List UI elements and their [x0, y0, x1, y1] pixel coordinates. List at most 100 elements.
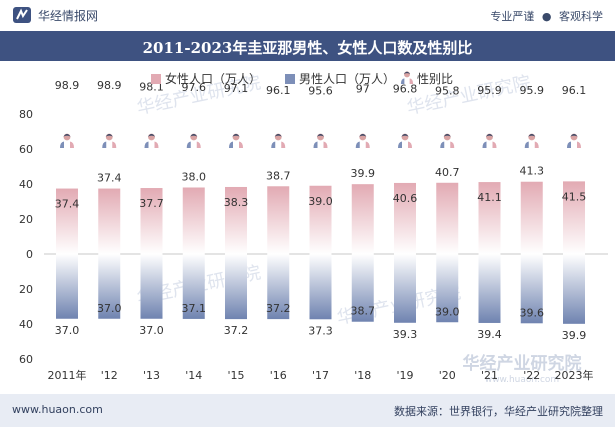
male-bar	[394, 254, 416, 323]
x-tick-label: '22	[523, 369, 540, 382]
male-value-label: 37.0	[97, 302, 122, 315]
footer-source: 数据来源：世界银行，华经产业研究院整理	[394, 405, 603, 418]
female-bar	[98, 188, 121, 254]
male-value-label: 37.0	[139, 324, 164, 337]
male-bar	[563, 254, 585, 324]
footer-website[interactable]: www.huaon.com	[12, 403, 103, 416]
sex-ratio-person-icon	[355, 133, 370, 148]
y-tick-label: 20	[19, 213, 33, 226]
female-value-label: 39.0	[308, 195, 333, 208]
female-bar	[267, 186, 290, 254]
x-tick-label: '17	[312, 369, 329, 382]
female-bar	[56, 188, 78, 254]
x-tick-label: '18	[354, 369, 371, 382]
bars-group	[56, 181, 585, 324]
male-value-label: 39.0	[435, 305, 460, 318]
male-bar	[309, 254, 332, 320]
sex-ratio-person-icon	[524, 133, 539, 148]
sex-ratio-person-icon	[186, 133, 201, 148]
legend-label-male: 男性人口（万人）	[299, 72, 395, 86]
legend: 女性人口（万人） 男性人口（万人） 性别比	[151, 71, 453, 86]
female-bar	[520, 181, 543, 254]
ratio-label: 96.8	[393, 83, 418, 96]
female-value-label: 40.6	[393, 192, 418, 205]
ratio-label: 97.6	[182, 81, 207, 94]
ratio-label: 98.9	[55, 79, 80, 92]
y-tick-label: 40	[19, 318, 33, 331]
female-value-label: 40.7	[435, 166, 460, 179]
legend-label-female: 女性人口（万人）	[165, 71, 261, 86]
ratio-label: 96.1	[266, 84, 291, 97]
female-value-label: 39.9	[351, 167, 376, 180]
female-value-label: 37.4	[55, 198, 80, 211]
female-value-label: 38.3	[224, 196, 249, 209]
male-value-label: 37.2	[266, 302, 291, 315]
female-value-label: 37.4	[97, 172, 122, 185]
male-bar	[436, 254, 459, 323]
sex-ratio-person-icon	[398, 133, 412, 148]
male-value-label: 39.3	[393, 328, 418, 341]
ratio-label: 98.9	[97, 79, 122, 92]
male-value-label: 37.1	[182, 302, 207, 315]
sex-ratio-person-icon	[60, 133, 74, 148]
brand[interactable]: 华经情报网	[12, 6, 98, 24]
female-bar	[140, 188, 163, 254]
legend-swatch-female	[151, 74, 161, 84]
legend-label-ratio: 性别比	[417, 72, 453, 86]
x-tick-label: '14	[185, 369, 202, 382]
male-bar	[56, 254, 78, 319]
female-value-label: 37.7	[139, 197, 164, 210]
y-tick-label: 80	[19, 108, 33, 121]
x-axis-labels: 2011年 '12 '13 '14 '15 '16 '17 '18 '19 '20 '21 '22 20…	[48, 368, 594, 382]
female-value-label: 38.7	[266, 169, 291, 182]
female-bar	[563, 181, 585, 254]
female-value-label: 41.3	[520, 165, 545, 178]
x-tick-label: '16	[270, 369, 287, 382]
y-tick-label: 60	[19, 143, 33, 156]
male-value-label: 38.7	[351, 305, 376, 318]
title-bar: 2011-2023年圭亚那男性、女性人口数及性别比	[0, 31, 615, 61]
male-value-label: 39.6	[520, 306, 545, 319]
x-tick-label: '15	[227, 369, 244, 382]
x-tick-label: 2023年	[555, 368, 594, 382]
brand-logo-icon	[13, 7, 31, 23]
slogan-left: 专业严谨	[490, 10, 535, 23]
male-bar	[98, 254, 121, 319]
sex-ratio-person-icon	[144, 133, 159, 148]
male-bar	[520, 254, 543, 324]
sex-ratio-person-icon	[567, 133, 581, 148]
ratio-label: 97	[356, 82, 370, 95]
slogan-right: 客观科学	[559, 10, 603, 23]
female-bar	[351, 184, 374, 254]
x-tick-label: '20	[439, 369, 456, 382]
female-bar	[394, 182, 416, 254]
x-tick-label: '19	[396, 369, 413, 382]
female-bar	[182, 187, 205, 254]
male-bar	[267, 254, 290, 320]
sex-ratio-person-icon	[229, 133, 243, 148]
y-tick-label: 40	[19, 178, 33, 191]
chart: 华经产业研究院华经产业研究院华经产业研究院华经产业研究院华经产业研究院www.h…	[19, 71, 608, 385]
male-bar	[225, 254, 247, 320]
x-tick-label: '12	[101, 369, 118, 382]
female-bar	[436, 182, 459, 254]
sex-ratio-person-icon	[313, 133, 328, 148]
male-bar	[182, 254, 205, 319]
ratio-label: 95.9	[477, 84, 502, 97]
ratio-label: 96.1	[562, 84, 587, 97]
brand-name: 华经情报网	[38, 8, 99, 23]
female-value-label: 41.5	[562, 190, 587, 203]
ratio-label: 95.8	[435, 84, 460, 97]
y-tick-label: 60	[19, 353, 33, 366]
sex-ratio-person-icon	[271, 133, 286, 148]
male-bar	[478, 254, 501, 323]
top-bar: 华经情报网 专业严谨 ● 客观科学	[0, 0, 615, 30]
female-value-label: 41.1	[477, 191, 502, 204]
legend-swatch-male	[285, 74, 295, 84]
chart-title: 2011-2023年圭亚那男性、女性人口数及性别比	[142, 39, 473, 57]
slogan: 专业严谨 ● 客观科学	[490, 8, 603, 24]
watermark-url: www.huaon.com	[485, 375, 559, 385]
sex-ratio-person-icon	[440, 133, 455, 148]
slogan-separator-dot-icon: ●	[541, 10, 552, 23]
x-tick-label: 2011年	[48, 368, 87, 382]
